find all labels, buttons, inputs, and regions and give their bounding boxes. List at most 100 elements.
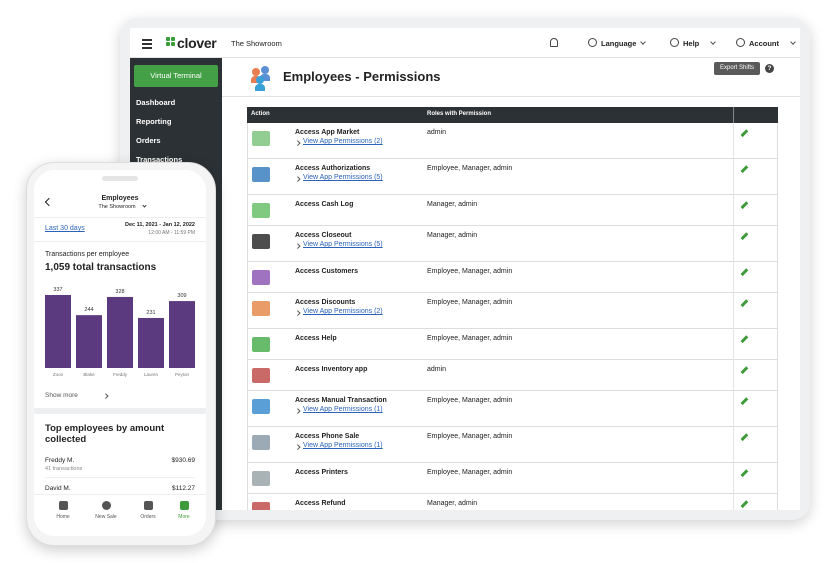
- bell-icon[interactable]: [550, 38, 558, 47]
- table-row: [247, 391, 778, 427]
- employee-amount: $112.27: [171, 485, 195, 492]
- table-row: [247, 463, 778, 494]
- roles: Employee, Manager, admin: [427, 165, 513, 172]
- column-header: Action: [251, 111, 270, 117]
- nav-icon[interactable]: [102, 501, 111, 510]
- bar: [76, 315, 102, 368]
- sidebar-item[interactable]: Reporting: [136, 117, 172, 126]
- logo-mark: [171, 37, 175, 41]
- bar: [45, 295, 71, 368]
- divider: [34, 241, 206, 242]
- menu-icon[interactable]: [142, 39, 152, 41]
- menu-icon: [736, 38, 745, 47]
- category-label: Zoon: [53, 372, 64, 377]
- table-row: [247, 494, 778, 510]
- tablet-screen: clover The Showroom Language Help Account Vir…: [130, 28, 800, 510]
- action-name: Access Cash Log: [295, 201, 354, 208]
- chart-total: 1,059 total transactions: [45, 262, 157, 273]
- location: The Showroom: [231, 39, 282, 48]
- menu-item[interactable]: Language: [601, 39, 637, 48]
- action-name: Access App Market: [295, 129, 360, 136]
- export-button[interactable]: Export Shifts: [714, 62, 760, 75]
- permission-icon: [252, 435, 270, 450]
- sidebar-item[interactable]: Transactions: [136, 155, 183, 164]
- bar: [138, 317, 164, 368]
- permission-icon: [252, 301, 270, 316]
- time-range: 12:00 AM - 11:59 PM: [148, 230, 195, 236]
- roles: Manager, admin: [427, 500, 478, 507]
- employee-name: David M.: [45, 485, 71, 492]
- brand: clover: [177, 35, 217, 51]
- nav-icon[interactable]: [144, 501, 153, 510]
- phone-subtitle[interactable]: The Showroom: [98, 204, 136, 210]
- phone-title: Employees: [101, 195, 139, 202]
- permissions-link[interactable]: View App Permissions (5): [303, 174, 383, 181]
- column-divider: [733, 123, 734, 159]
- column-divider: [733, 360, 734, 391]
- value-label: 337: [53, 287, 62, 293]
- roles: Employee, Manager, admin: [427, 397, 513, 404]
- section-title: Top employees by amount collected: [45, 423, 165, 445]
- title-icon: [260, 74, 270, 81]
- logo-mark: [166, 37, 170, 41]
- nav-label[interactable]: New Sale: [95, 514, 117, 520]
- permission-icon: [252, 337, 270, 352]
- sidebar-item[interactable]: Orders: [136, 136, 161, 145]
- divider: [222, 96, 800, 97]
- range-link[interactable]: Last 30 days: [45, 225, 85, 232]
- column-divider: [733, 226, 734, 262]
- action-name: Access Customers: [295, 268, 359, 275]
- category-label: Lauren: [144, 372, 159, 377]
- show-more[interactable]: Show more: [45, 392, 78, 399]
- logo-mark: [171, 42, 175, 46]
- menu-item[interactable]: Account: [749, 39, 779, 48]
- title-icon: [256, 76, 264, 84]
- menu-icon[interactable]: [142, 43, 152, 45]
- permissions-link[interactable]: View App Permissions (1): [303, 442, 383, 449]
- title-icon: [252, 68, 260, 76]
- nav-icon[interactable]: [59, 501, 68, 510]
- date-range: Dec 11, 2021 - Jan 12, 2022: [124, 222, 195, 228]
- permission-icon: [252, 368, 270, 383]
- action-name: Access Refund: [295, 500, 346, 507]
- column-divider: [733, 262, 734, 293]
- nav-icon[interactable]: [180, 501, 189, 510]
- sidebar-item[interactable]: Dashboard: [136, 98, 176, 107]
- employee-amount: $930.69: [171, 457, 196, 464]
- roles: Manager, admin: [427, 232, 478, 239]
- virtual-terminal-button[interactable]: Virtual Terminal: [134, 65, 218, 87]
- help-icon[interactable]: ?: [765, 64, 774, 73]
- menu-icon[interactable]: [142, 47, 152, 49]
- category-label: Blake: [83, 372, 95, 377]
- value-label: 231: [146, 310, 155, 316]
- chart-label: Transactions per employee: [45, 251, 130, 258]
- permission-icon: [252, 471, 270, 486]
- table-row: [247, 293, 778, 329]
- permissions-link[interactable]: View App Permissions (5): [303, 241, 383, 248]
- roles: Manager, admin: [427, 201, 478, 208]
- action-name: Access Discounts: [295, 299, 356, 306]
- menu-item[interactable]: Help: [683, 39, 700, 48]
- permissions-link[interactable]: View App Permissions (2): [303, 138, 383, 145]
- permission-icon: [252, 131, 270, 146]
- nav-label[interactable]: Home: [56, 514, 70, 520]
- table-row: [247, 159, 778, 195]
- permissions-link[interactable]: View App Permissions (1): [303, 406, 383, 413]
- value-label: 244: [84, 307, 93, 313]
- nav-label[interactable]: Orders: [140, 514, 156, 520]
- permission-icon: [252, 167, 270, 182]
- permissions-link[interactable]: View App Permissions (2): [303, 308, 383, 315]
- category-label: Peyton: [175, 372, 190, 377]
- phone-screen: Employees The Showroom Last 30 days Dec 11,…: [34, 170, 206, 536]
- table-row: [247, 123, 778, 159]
- action-name: Access Authorizations: [295, 165, 371, 172]
- value-label: 328: [115, 289, 124, 295]
- column-divider: [733, 463, 734, 494]
- page-title: Employees - Permissions: [283, 69, 441, 84]
- action-name: Access Inventory app: [295, 366, 368, 373]
- title-icon: [255, 84, 265, 91]
- nav-label[interactable]: More: [178, 514, 190, 520]
- chevron: [103, 393, 109, 399]
- column-divider: [733, 329, 734, 360]
